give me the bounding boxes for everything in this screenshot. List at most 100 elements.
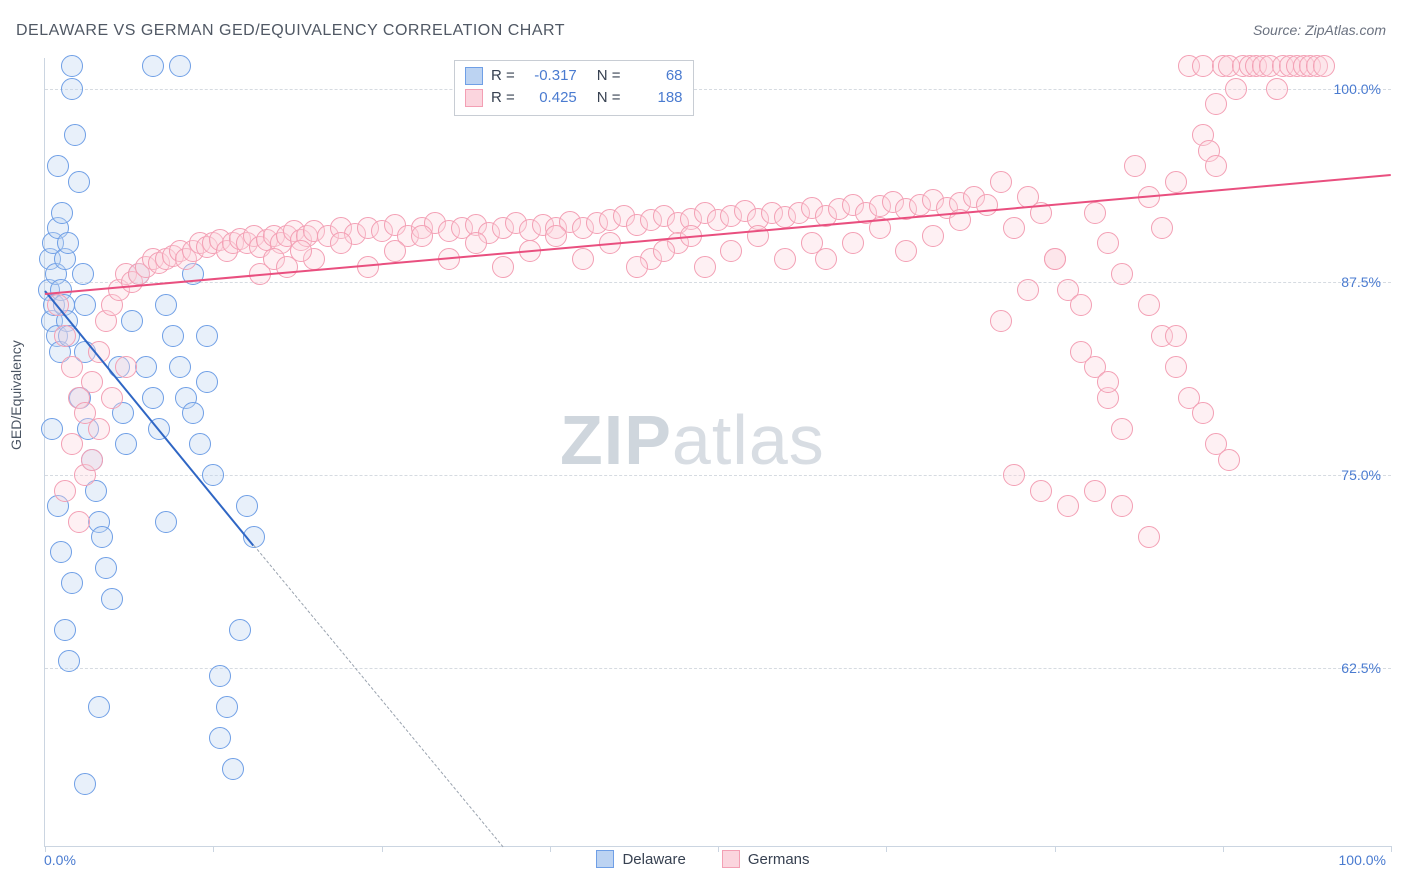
scatter-point: [61, 356, 83, 378]
scatter-point: [155, 294, 177, 316]
scatter-point: [1084, 202, 1106, 224]
scatter-point: [1124, 155, 1146, 177]
scatter-point: [95, 557, 117, 579]
y-tick-label: 62.5%: [1341, 660, 1381, 676]
scatter-point: [411, 225, 433, 247]
scatter-point: [54, 325, 76, 347]
scatter-point: [1030, 480, 1052, 502]
scatter-point: [842, 232, 864, 254]
scatter-point: [142, 55, 164, 77]
scatter-point: [774, 248, 796, 270]
scatter-point: [1192, 402, 1214, 424]
source-label: Source: ZipAtlas.com: [1253, 22, 1386, 38]
scatter-point: [54, 480, 76, 502]
scatter-point: [1205, 93, 1227, 115]
scatter-point: [72, 263, 94, 285]
legend-item: Germans: [722, 850, 810, 868]
scatter-point: [1138, 294, 1160, 316]
scatter-point: [50, 541, 72, 563]
scatter-point: [41, 418, 63, 440]
r-value: -0.317: [523, 65, 577, 87]
scatter-point: [88, 418, 110, 440]
scatter-point: [222, 758, 244, 780]
scatter-point: [229, 619, 251, 641]
scatter-point: [572, 248, 594, 270]
scatter-point: [68, 171, 90, 193]
n-value: 68: [629, 65, 683, 87]
plot-area: 62.5% 75.0% 87.5% 100.0%: [44, 58, 1391, 847]
scatter-point: [545, 225, 567, 247]
stats-legend-row: R =0.425N =188: [465, 87, 683, 109]
scatter-point: [1111, 418, 1133, 440]
scatter-point: [202, 464, 224, 486]
r-label: R =: [491, 65, 515, 87]
scatter-point: [1070, 341, 1092, 363]
scatter-point: [115, 433, 137, 455]
scatter-point: [990, 310, 1012, 332]
scatter-point: [169, 356, 191, 378]
gridline: [45, 475, 1391, 476]
scatter-point: [922, 225, 944, 247]
scatter-point: [101, 588, 123, 610]
scatter-point: [1111, 495, 1133, 517]
scatter-point: [720, 240, 742, 262]
n-value: 188: [629, 87, 683, 109]
scatter-point: [384, 240, 406, 262]
r-label: R =: [491, 87, 515, 109]
scatter-point: [162, 325, 184, 347]
scatter-point: [1266, 78, 1288, 100]
scatter-point: [290, 240, 312, 262]
legend-swatch: [722, 850, 740, 868]
scatter-point: [216, 696, 238, 718]
scatter-point: [121, 310, 143, 332]
scatter-point: [1003, 217, 1025, 239]
scatter-point: [88, 696, 110, 718]
scatter-point: [74, 294, 96, 316]
scatter-point: [1084, 480, 1106, 502]
scatter-point: [61, 433, 83, 455]
scatter-point: [1165, 171, 1187, 193]
scatter-point: [236, 495, 258, 517]
scatter-point: [182, 402, 204, 424]
scatter-point: [57, 232, 79, 254]
scatter-point: [747, 225, 769, 247]
scatter-point: [101, 387, 123, 409]
scatter-point: [1017, 279, 1039, 301]
legend-item: Delaware: [596, 850, 685, 868]
scatter-point: [54, 619, 76, 641]
y-tick-label: 87.5%: [1341, 274, 1381, 290]
scatter-point: [47, 155, 69, 177]
scatter-point: [1151, 217, 1173, 239]
legend-swatch: [596, 850, 614, 868]
scatter-point: [61, 78, 83, 100]
scatter-point: [1205, 155, 1227, 177]
scatter-point: [74, 773, 96, 795]
scatter-point: [81, 449, 103, 471]
y-tick-label: 100.0%: [1334, 81, 1381, 97]
bottom-legend: Delaware Germans: [0, 850, 1406, 868]
scatter-point: [1138, 526, 1160, 548]
scatter-point: [626, 256, 648, 278]
scatter-point: [1097, 371, 1119, 393]
scatter-point: [91, 526, 113, 548]
scatter-point: [61, 55, 83, 77]
scatter-point: [1225, 78, 1247, 100]
scatter-point: [895, 240, 917, 262]
scatter-point: [1003, 464, 1025, 486]
legend-swatch: [465, 89, 483, 107]
scatter-point: [61, 572, 83, 594]
y-tick-label: 75.0%: [1341, 467, 1381, 483]
scatter-point: [1070, 294, 1092, 316]
scatter-point: [694, 256, 716, 278]
n-label: N =: [597, 87, 621, 109]
scatter-point: [1111, 263, 1133, 285]
gridline: [45, 668, 1391, 669]
scatter-point: [330, 232, 352, 254]
scatter-point: [1165, 356, 1187, 378]
scatter-point: [653, 240, 675, 262]
scatter-point: [135, 356, 157, 378]
gridline: [45, 89, 1391, 90]
scatter-point: [209, 727, 231, 749]
scatter-point: [492, 256, 514, 278]
legend-label: Delaware: [622, 851, 685, 868]
